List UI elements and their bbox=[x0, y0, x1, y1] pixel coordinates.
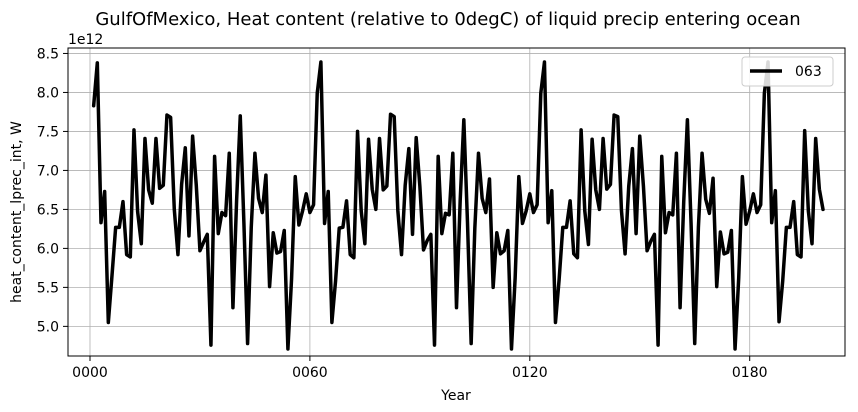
y-tick-label: 8.5 bbox=[37, 46, 59, 62]
y-tick-label: 8.0 bbox=[37, 85, 59, 101]
legend-label-063: 063 bbox=[795, 64, 822, 80]
plot-frame bbox=[67, 47, 846, 357]
y-axis-label: heat_content_lprec_int, W bbox=[9, 121, 25, 303]
gridlines bbox=[68, 48, 845, 356]
legend-box bbox=[741, 56, 834, 87]
y-tick-label: 5.5 bbox=[37, 280, 59, 296]
y-tick-label: 5.0 bbox=[37, 319, 59, 335]
y-tick-label: 6.5 bbox=[37, 202, 59, 218]
y-tick-label: 7.0 bbox=[37, 163, 59, 179]
x-axis-label: Year bbox=[440, 388, 471, 404]
chart-title: GulfOfMexico, Heat content (relative to … bbox=[95, 9, 800, 30]
y-tick-label: 6.0 bbox=[37, 241, 59, 257]
axis-ticks: 0000 0060 0120 0180 5.0 5.5 6.0 6.5 7.0 7.5 8.0 8.5 bbox=[37, 46, 768, 381]
series-line-063 bbox=[91, 60, 825, 351]
x-tick-label: 0000 bbox=[72, 365, 108, 381]
y-tick-label: 7.5 bbox=[37, 124, 59, 140]
x-tick-label: 0180 bbox=[732, 365, 768, 381]
y-offset-label: 1e12 bbox=[68, 32, 103, 48]
x-tick-label: 0120 bbox=[512, 365, 548, 381]
legend: 063 bbox=[741, 56, 834, 87]
x-tick-label: 0060 bbox=[292, 365, 328, 381]
